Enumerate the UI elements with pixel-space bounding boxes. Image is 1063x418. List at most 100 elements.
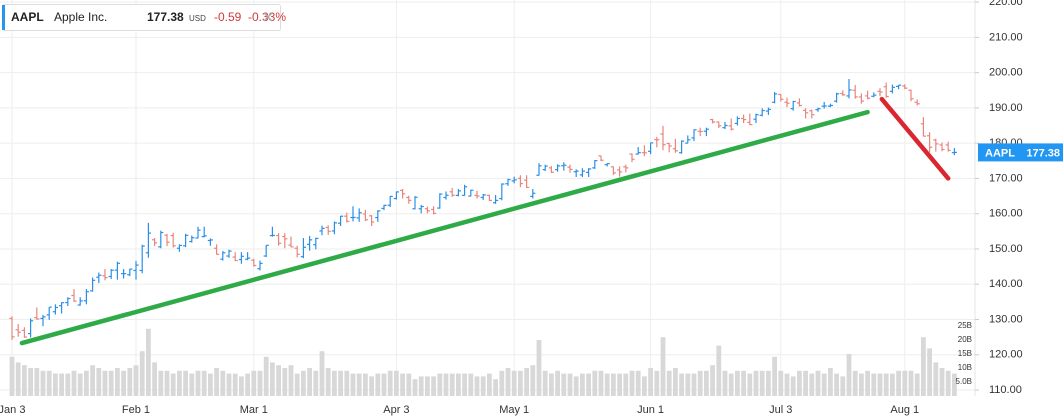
volume-bar xyxy=(412,379,418,396)
volume-bar xyxy=(871,373,877,396)
legend-swatch xyxy=(2,5,5,30)
volume-bar xyxy=(921,337,926,396)
volume-bar xyxy=(542,370,548,396)
y-tick-label: 200.00 xyxy=(989,67,1023,79)
volume-bar xyxy=(766,370,771,396)
volume-bar xyxy=(375,373,381,396)
volume-bar xyxy=(536,339,542,396)
volume-bar xyxy=(406,373,412,396)
volume-bar xyxy=(363,373,368,396)
volume-bar xyxy=(325,367,331,396)
volume-bar xyxy=(840,376,846,396)
volume-bar xyxy=(276,365,281,396)
volume-bar xyxy=(666,370,672,396)
last-price-symbol: AAPL xyxy=(985,147,1015,159)
volume-bar xyxy=(381,373,387,396)
volume-bar xyxy=(673,367,678,396)
y-tick-label: 150.00 xyxy=(989,243,1023,255)
volume-bar xyxy=(350,373,356,396)
volume-bar xyxy=(15,362,21,396)
volume-bar xyxy=(201,370,207,396)
volume-bar xyxy=(418,376,424,396)
volume-bar xyxy=(139,351,145,396)
volume-bar xyxy=(239,376,244,396)
volume-bar xyxy=(852,370,858,396)
volume-bar xyxy=(127,367,133,396)
volume-bar xyxy=(487,373,492,396)
volume-bar xyxy=(313,370,319,396)
y-tick-label: 190.00 xyxy=(989,102,1023,114)
volume-bar xyxy=(784,373,790,396)
volume-bar xyxy=(524,367,529,396)
close-icon[interactable] xyxy=(263,12,273,22)
volume-bar xyxy=(338,370,343,396)
volume-bar xyxy=(307,367,312,396)
volume-bar xyxy=(344,370,350,396)
volume-bar xyxy=(722,370,728,396)
volume-bar xyxy=(34,367,40,396)
volume-bar xyxy=(511,370,517,396)
volume-bar xyxy=(493,379,498,396)
volume-bar xyxy=(474,376,480,396)
volume-bar xyxy=(790,376,796,396)
volume-bar xyxy=(226,373,232,396)
y2-tick-label: 20B xyxy=(958,335,972,344)
y-tick-label: 130.00 xyxy=(989,313,1023,325)
volume-bar xyxy=(170,373,176,396)
volume-bar xyxy=(319,351,325,396)
volume-bar xyxy=(208,373,213,396)
legend-box: AAPL Apple Inc. 177.38 USD -0.59 -0.33% xyxy=(2,4,286,31)
volume-bar xyxy=(90,365,95,396)
volume-bar xyxy=(245,373,250,396)
volume-bar xyxy=(102,370,108,396)
x-tick-label: Jul 3 xyxy=(769,404,792,416)
volume-bar xyxy=(846,353,852,396)
volume-bar xyxy=(654,370,660,396)
volume-bar xyxy=(741,370,746,396)
volume-bar xyxy=(573,376,579,396)
y-tick-label: 160.00 xyxy=(989,208,1023,220)
volume-bar xyxy=(716,345,722,396)
volume-bar xyxy=(635,370,641,396)
volume-bar xyxy=(859,373,864,396)
volume-bar xyxy=(443,373,449,396)
volume-bar xyxy=(251,370,257,396)
y2-tick-label: 25B xyxy=(958,321,972,330)
volume-bar xyxy=(394,370,399,396)
x-tick-label: May 1 xyxy=(499,404,529,416)
volume-bar xyxy=(629,370,635,396)
volume-bar xyxy=(679,373,684,396)
volume-bar xyxy=(40,370,46,396)
x-tick-label: Apr 3 xyxy=(383,404,409,416)
volume-bar xyxy=(617,373,622,396)
volume-bar xyxy=(9,356,15,396)
volume-bar xyxy=(59,373,64,396)
volume-bar xyxy=(747,373,753,396)
volume-bar xyxy=(356,373,362,396)
volume-bar xyxy=(660,337,666,396)
y-tick-label: 120.00 xyxy=(989,349,1023,361)
volume-bar xyxy=(828,367,833,396)
volume-bar xyxy=(549,373,554,396)
volume-bar xyxy=(809,373,815,396)
volume-bar xyxy=(518,370,523,396)
volume-bar xyxy=(189,373,195,396)
volume-bar xyxy=(263,356,269,396)
volume-bar xyxy=(803,370,808,396)
last-price-value: 177.38 xyxy=(1026,147,1060,159)
volume-bar xyxy=(908,370,914,396)
volume-bar xyxy=(735,370,740,396)
volume-bar xyxy=(214,367,219,396)
volume-bar xyxy=(332,370,337,396)
volume-bar xyxy=(282,367,288,396)
volume-bar xyxy=(834,373,839,396)
volume-bar xyxy=(797,370,802,396)
price-layer xyxy=(9,78,957,340)
volume-bar xyxy=(183,370,188,396)
volume-bar xyxy=(896,370,901,396)
volume-bar xyxy=(177,370,182,396)
close-button[interactable] xyxy=(263,12,273,22)
volume-bar xyxy=(753,370,759,396)
volume-bar xyxy=(933,362,939,396)
volume-bar xyxy=(46,370,52,396)
